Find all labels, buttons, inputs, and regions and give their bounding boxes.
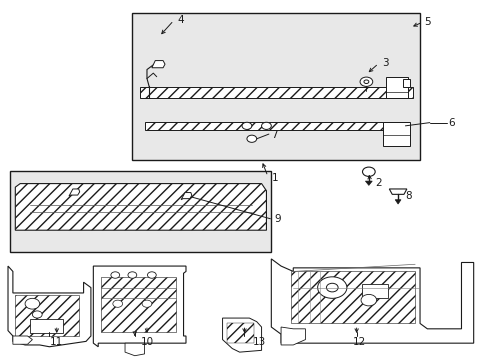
Text: 10: 10	[140, 337, 153, 347]
Text: 5: 5	[424, 17, 430, 27]
Bar	[30, 319, 63, 333]
Bar	[101, 277, 176, 332]
Circle shape	[111, 272, 120, 278]
Text: 3: 3	[382, 58, 388, 68]
Text: 13: 13	[252, 337, 265, 347]
Polygon shape	[222, 318, 261, 352]
Circle shape	[360, 294, 376, 306]
Bar	[361, 284, 387, 298]
Circle shape	[25, 298, 40, 309]
Text: 11: 11	[50, 337, 63, 347]
Bar	[10, 171, 271, 252]
Polygon shape	[388, 189, 406, 194]
Circle shape	[246, 135, 256, 142]
Polygon shape	[394, 200, 400, 204]
Text: 1: 1	[271, 173, 278, 183]
Circle shape	[326, 283, 337, 292]
Polygon shape	[93, 266, 185, 347]
Circle shape	[113, 300, 122, 307]
Circle shape	[317, 277, 346, 298]
Text: 2: 2	[375, 177, 382, 188]
Circle shape	[362, 167, 374, 176]
Circle shape	[261, 122, 271, 130]
Polygon shape	[69, 189, 80, 196]
Polygon shape	[152, 60, 164, 68]
Text: 9: 9	[274, 214, 280, 224]
Circle shape	[242, 122, 251, 130]
Text: 4: 4	[177, 15, 184, 26]
Circle shape	[147, 272, 156, 278]
Polygon shape	[181, 193, 191, 200]
Circle shape	[128, 272, 137, 278]
Circle shape	[359, 77, 372, 86]
Bar	[132, 13, 419, 160]
Bar	[383, 122, 409, 146]
Circle shape	[32, 311, 42, 318]
Bar	[144, 122, 407, 130]
Text: 12: 12	[352, 337, 365, 347]
Polygon shape	[125, 343, 144, 356]
Bar	[402, 78, 409, 87]
Bar	[385, 77, 407, 98]
Bar	[290, 271, 414, 323]
Polygon shape	[15, 184, 266, 230]
Circle shape	[142, 300, 152, 307]
Polygon shape	[271, 259, 473, 343]
Bar	[15, 295, 79, 336]
Polygon shape	[8, 266, 91, 347]
Text: 7: 7	[271, 130, 277, 140]
Polygon shape	[281, 327, 305, 345]
Bar	[227, 323, 254, 343]
Polygon shape	[365, 181, 371, 185]
Polygon shape	[13, 336, 32, 344]
Text: 8: 8	[405, 191, 411, 201]
Bar	[140, 87, 412, 98]
Text: 6: 6	[447, 118, 454, 128]
Circle shape	[363, 80, 368, 84]
